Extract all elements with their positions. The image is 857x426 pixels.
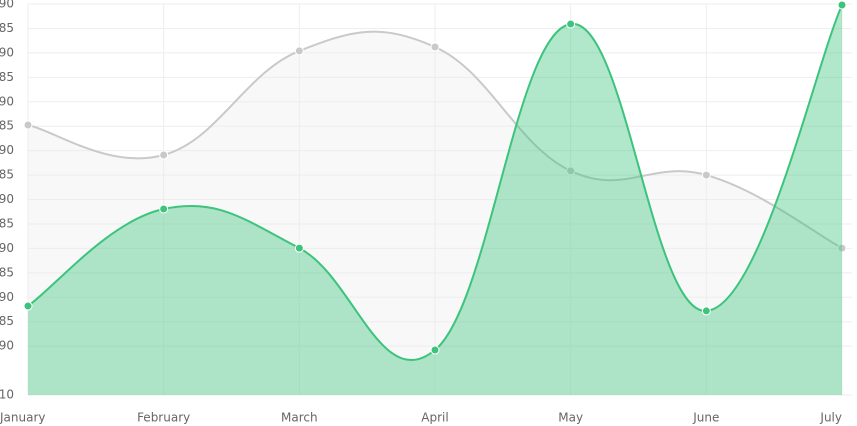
y-tick-label: 85: [0, 70, 14, 84]
y-tick-label: 90: [0, 290, 14, 304]
y-tick-label: 90: [0, 0, 14, 11]
x-tick-label: June: [692, 411, 719, 425]
y-tick-label: 85: [0, 21, 14, 35]
area: [28, 4, 842, 395]
point: [566, 166, 576, 176]
point: [837, 0, 847, 10]
area: [28, 31, 842, 396]
point: [23, 301, 33, 311]
y-tick-label: 85: [0, 216, 14, 230]
y-tick-label: 85: [0, 168, 14, 182]
y-tick-label: 85: [0, 265, 14, 279]
point: [23, 120, 33, 130]
line: [27, 4, 843, 361]
y-tick-label: 90: [0, 241, 14, 255]
point: [159, 150, 169, 160]
x-tick-label: May: [558, 411, 583, 425]
y-tick-label: 10: [0, 388, 14, 402]
y-tick-label: 90: [0, 143, 14, 157]
point: [294, 46, 304, 56]
y-tick-label: 90: [0, 45, 14, 59]
y-tick-label: 85: [0, 314, 14, 328]
x-tick-label: July: [819, 411, 842, 425]
y-tick-label: 85: [0, 119, 14, 133]
point: [430, 42, 440, 52]
point: [837, 243, 847, 253]
y-tick-label: 90: [0, 339, 14, 353]
point: [701, 170, 711, 180]
point: [294, 243, 304, 253]
x-tick-label: February: [137, 411, 190, 425]
y-tick-label: 90: [0, 94, 14, 108]
x-tick-label: April: [421, 411, 448, 425]
point: [430, 345, 440, 355]
y-tick-label: 90: [0, 192, 14, 206]
point: [566, 19, 576, 29]
x-tick-label: March: [281, 411, 318, 425]
x-tick-label: January: [0, 411, 46, 425]
point: [159, 204, 169, 214]
point: [701, 306, 711, 316]
